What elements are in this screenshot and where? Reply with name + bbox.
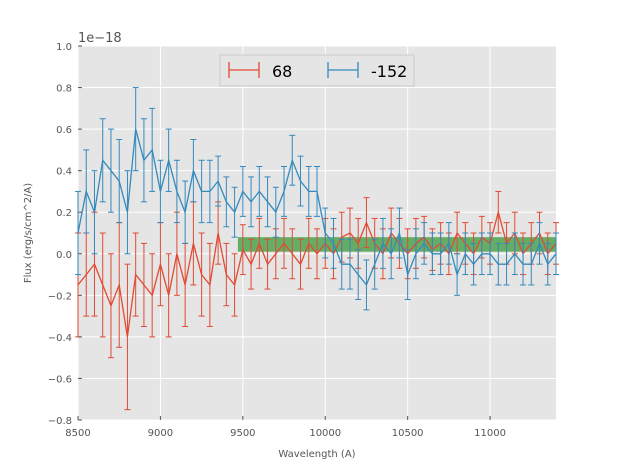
series-1 — [75, 87, 559, 311]
y-tick-label-3: −0.2 — [48, 291, 72, 302]
x-tick-label-2: 9500 — [230, 428, 255, 439]
x-tick-label-0: 8500 — [65, 428, 90, 439]
line-series-0 — [77, 209, 557, 338]
legend-label-series-0: 68 — [272, 62, 292, 81]
y-axis-label: Flux (erg/s/cm^2/A) — [23, 183, 34, 283]
y-tick-label-2: −0.4 — [48, 333, 72, 344]
y-scale-label: 1e−18 — [78, 31, 122, 46]
series-layer — [75, 87, 559, 411]
y-tick-label-4: 0.0 — [56, 250, 72, 261]
x-axis: 8500 9000 9500 10000 10500 11000 — [65, 416, 506, 439]
y-tick-label-6: 0.4 — [56, 167, 72, 178]
x-tick-label-4: 10500 — [392, 428, 424, 439]
y-tick-label-0: −0.8 — [48, 416, 72, 427]
y-tick-label-1: −0.6 — [48, 374, 72, 385]
legend-swatch-series-0 — [228, 62, 260, 78]
x-tick-label-3: 10000 — [309, 428, 341, 439]
y-tick-label-8: 0.8 — [56, 84, 72, 95]
y-tick-label-5: 0.2 — [56, 208, 72, 219]
x-tick-label-1: 9000 — [148, 428, 173, 439]
y-tick-label-9: 1.0 — [56, 42, 72, 53]
legend-swatch-series-1 — [327, 62, 359, 78]
legend: 68 -152 — [219, 54, 415, 87]
x-tick-label-5: 11000 — [474, 428, 506, 439]
y-axis: −0.8 −0.6 −0.4 −0.2 0.0 0.2 0.4 0.6 0.8 1.0 — [48, 42, 82, 427]
x-axis-label: Wavelength (A) — [278, 449, 355, 460]
line-series-1 — [77, 128, 557, 287]
legend-label-series-1: -152 — [371, 62, 407, 81]
y-tick-label-7: 0.6 — [56, 125, 72, 136]
